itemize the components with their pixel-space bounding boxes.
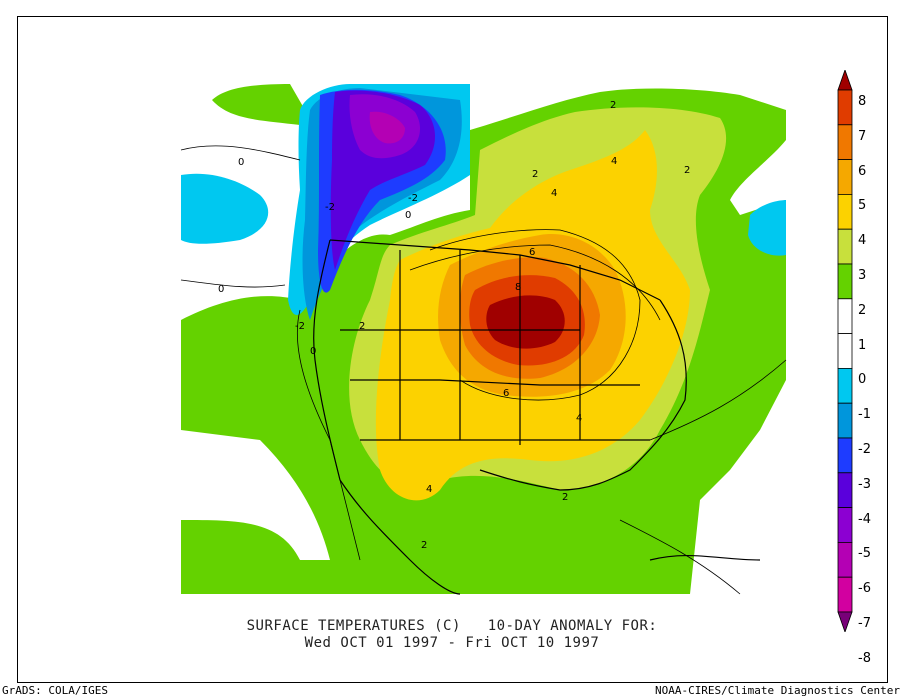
contour-label: 2 (684, 165, 690, 176)
colorbar-tick-label: 6 (858, 163, 867, 179)
contour-label: 6 (503, 388, 509, 399)
contour-label: 0 (238, 157, 244, 168)
colorbar (837, 70, 853, 632)
contour-label: 2 (532, 169, 538, 180)
colorbar-tick-label: 3 (858, 268, 867, 283)
contour-label-group: 0 0 0 0 -2 -2 -2 2 2 2 2 2 2 4 4 4 4 6 6… (218, 100, 690, 551)
contour-label: 4 (426, 484, 432, 495)
colorbar-tick-label: -5 (858, 546, 871, 562)
region-darkred (486, 295, 565, 349)
contour-label: 2 (610, 100, 616, 111)
colorbar-swatch (837, 402, 853, 439)
contour-label: 0 (310, 346, 316, 357)
colorbar-swatch (837, 576, 853, 613)
contour-label: -2 (408, 193, 418, 204)
colorbar-tick-label: -6 (858, 581, 871, 597)
colorbar-tick-label: -2 (858, 442, 871, 457)
colorbar-arrow-top (837, 70, 853, 91)
colorbar-tick-label: 8 (858, 94, 867, 109)
colorbar-swatch (837, 263, 853, 300)
colorbar-swatch (837, 367, 853, 404)
colorbar-tick-label: 7 (858, 128, 867, 144)
region-cyan-east (748, 200, 786, 256)
colorbar-swatch (837, 194, 853, 230)
colorbar-swatch (837, 437, 853, 474)
contour-label: 0 (218, 284, 224, 295)
colorbar-tick-label: 4 (858, 233, 867, 249)
colorbar-swatch (837, 333, 853, 369)
colorbar-tick-label: 2 (858, 302, 867, 318)
contour-label: 2 (359, 321, 365, 332)
region-cyan-west (181, 173, 269, 244)
colorbar-swatch (837, 124, 853, 160)
credit-grads: GrADS: COLA/IGES (2, 684, 108, 697)
contour-label: 4 (611, 156, 617, 167)
colorbar-tick-label: 5 (858, 198, 867, 214)
plot-frame (17, 16, 888, 683)
colorbar-tick-label: -1 (858, 407, 871, 423)
contour-label: -2 (325, 202, 335, 213)
region-magenta (369, 111, 405, 144)
colorbar-tick-label: 1 (858, 337, 867, 353)
political-boundaries (313, 239, 761, 595)
contour-label: 6 (529, 247, 535, 258)
contour-label: 2 (421, 540, 427, 551)
colorbar-swatch (837, 507, 853, 543)
region-green-nw (212, 84, 305, 125)
colorbar-swatch (837, 298, 853, 335)
contour-label: -2 (295, 321, 305, 332)
contour-label: 4 (576, 413, 582, 424)
colorbar-arrow-bottom (837, 611, 853, 632)
colorbar-tick-label: -3 (858, 476, 871, 492)
colorbar-swatch (837, 541, 853, 578)
colorbar-tick-label: -7 (858, 616, 871, 631)
contour-label: 2 (562, 492, 568, 503)
contour-label: 4 (551, 188, 557, 199)
colorbar-tick-label: 0 (858, 372, 867, 388)
contour-label: 0 (405, 210, 411, 221)
map-title-line2: Wed OCT 01 1997 - Fri OCT 10 1997 (304, 635, 600, 651)
colorbar-swatch (837, 159, 853, 195)
credit-noaa: NOAA-CIRES/Climate Diagnostics Center (654, 684, 900, 697)
contour-label: 8 (515, 282, 521, 293)
colorbar-tick-label: -4 (858, 511, 871, 527)
colorbar-tick-label: -8 (858, 650, 871, 666)
map-title-line1: SURFACE TEMPERATURES (C) 10-DAY ANOMALY … (246, 618, 658, 634)
colorbar-swatch (837, 228, 853, 265)
colorbar-swatch (837, 89, 853, 126)
colorbar-swatch (837, 472, 853, 508)
